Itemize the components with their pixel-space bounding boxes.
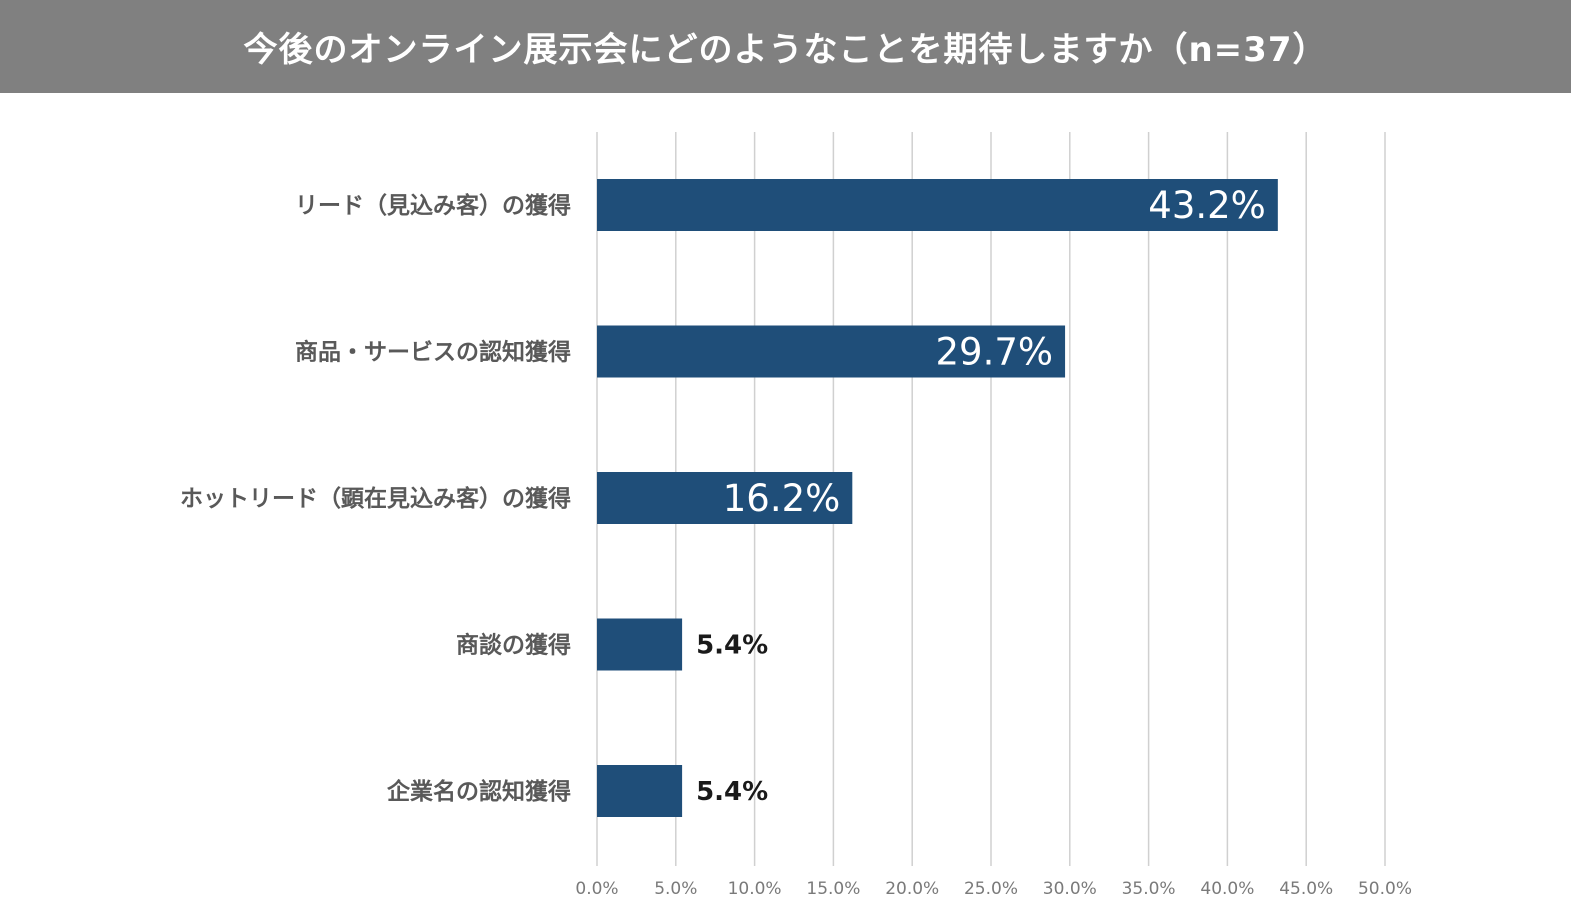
bar [597, 179, 1278, 231]
x-tick-label: 40.0% [1200, 879, 1254, 899]
x-tick-label: 15.0% [806, 879, 860, 899]
category-label: 商品・サービスの認知獲得 [295, 339, 571, 366]
x-tick-label: 5.0% [654, 879, 697, 899]
category-labels: リード（見込み客）の獲得商品・サービスの認知獲得ホットリード（顕在見込み客）の獲… [180, 192, 571, 805]
value-label: 16.2% [723, 477, 841, 520]
category-label: 企業名の認知獲得 [386, 778, 571, 805]
value-label: 43.2% [1148, 184, 1266, 227]
bar [597, 325, 1066, 378]
x-tick-label: 0.0% [575, 879, 618, 899]
value-label: 5.4% [696, 631, 768, 661]
category-label: ホットリード（顕在見込み客）の獲得 [180, 485, 571, 512]
value-label: 29.7% [936, 331, 1054, 374]
bar [597, 618, 683, 671]
chart-title: 今後のオンライン展示会にどのようなことを期待しますか（n=37） [243, 30, 1328, 70]
bar [597, 765, 683, 817]
x-tick-label: 30.0% [1043, 879, 1097, 899]
title-bar: 今後のオンライン展示会にどのようなことを期待しますか（n=37） [0, 0, 1571, 93]
x-tick-label: 50.0% [1358, 879, 1412, 899]
category-label: リード（見込み客）の獲得 [295, 192, 571, 219]
grid-lines [596, 132, 1386, 866]
x-tick-label: 10.0% [728, 879, 782, 899]
x-tick-label: 20.0% [885, 879, 939, 899]
x-tick-label: 35.0% [1122, 879, 1176, 899]
x-tick-label: 45.0% [1279, 879, 1333, 899]
category-label: 商談の獲得 [456, 632, 571, 659]
value-label: 5.4% [696, 777, 768, 807]
bars [597, 179, 1278, 817]
x-tick-label: 25.0% [964, 879, 1018, 899]
value-labels: 43.2% 29.7% 16.2% 5.4% 5.4% [696, 184, 1266, 807]
bar [597, 472, 853, 524]
x-axis-ticks: 0.0% 5.0% 10.0% 15.0% 20.0% 25.0% 30.0% 35.0% 40… [575, 879, 1412, 899]
